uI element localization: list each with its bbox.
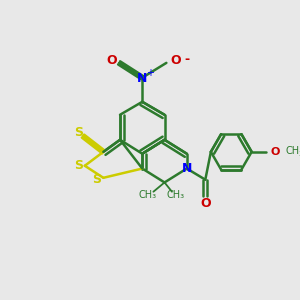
Text: O: O [170,54,181,67]
Text: +: + [146,68,154,78]
Text: -: - [184,53,189,66]
Text: 3: 3 [298,151,300,157]
Text: CH: CH [286,146,300,156]
Text: S: S [74,126,83,139]
Text: O: O [106,54,117,67]
Text: CH₃: CH₃ [139,190,157,200]
Text: CH₃: CH₃ [167,190,185,200]
Text: N: N [182,162,192,175]
Text: O: O [270,147,280,157]
Text: O: O [200,197,211,210]
Text: N: N [137,72,148,85]
Text: S: S [92,173,101,186]
Text: S: S [74,159,83,172]
